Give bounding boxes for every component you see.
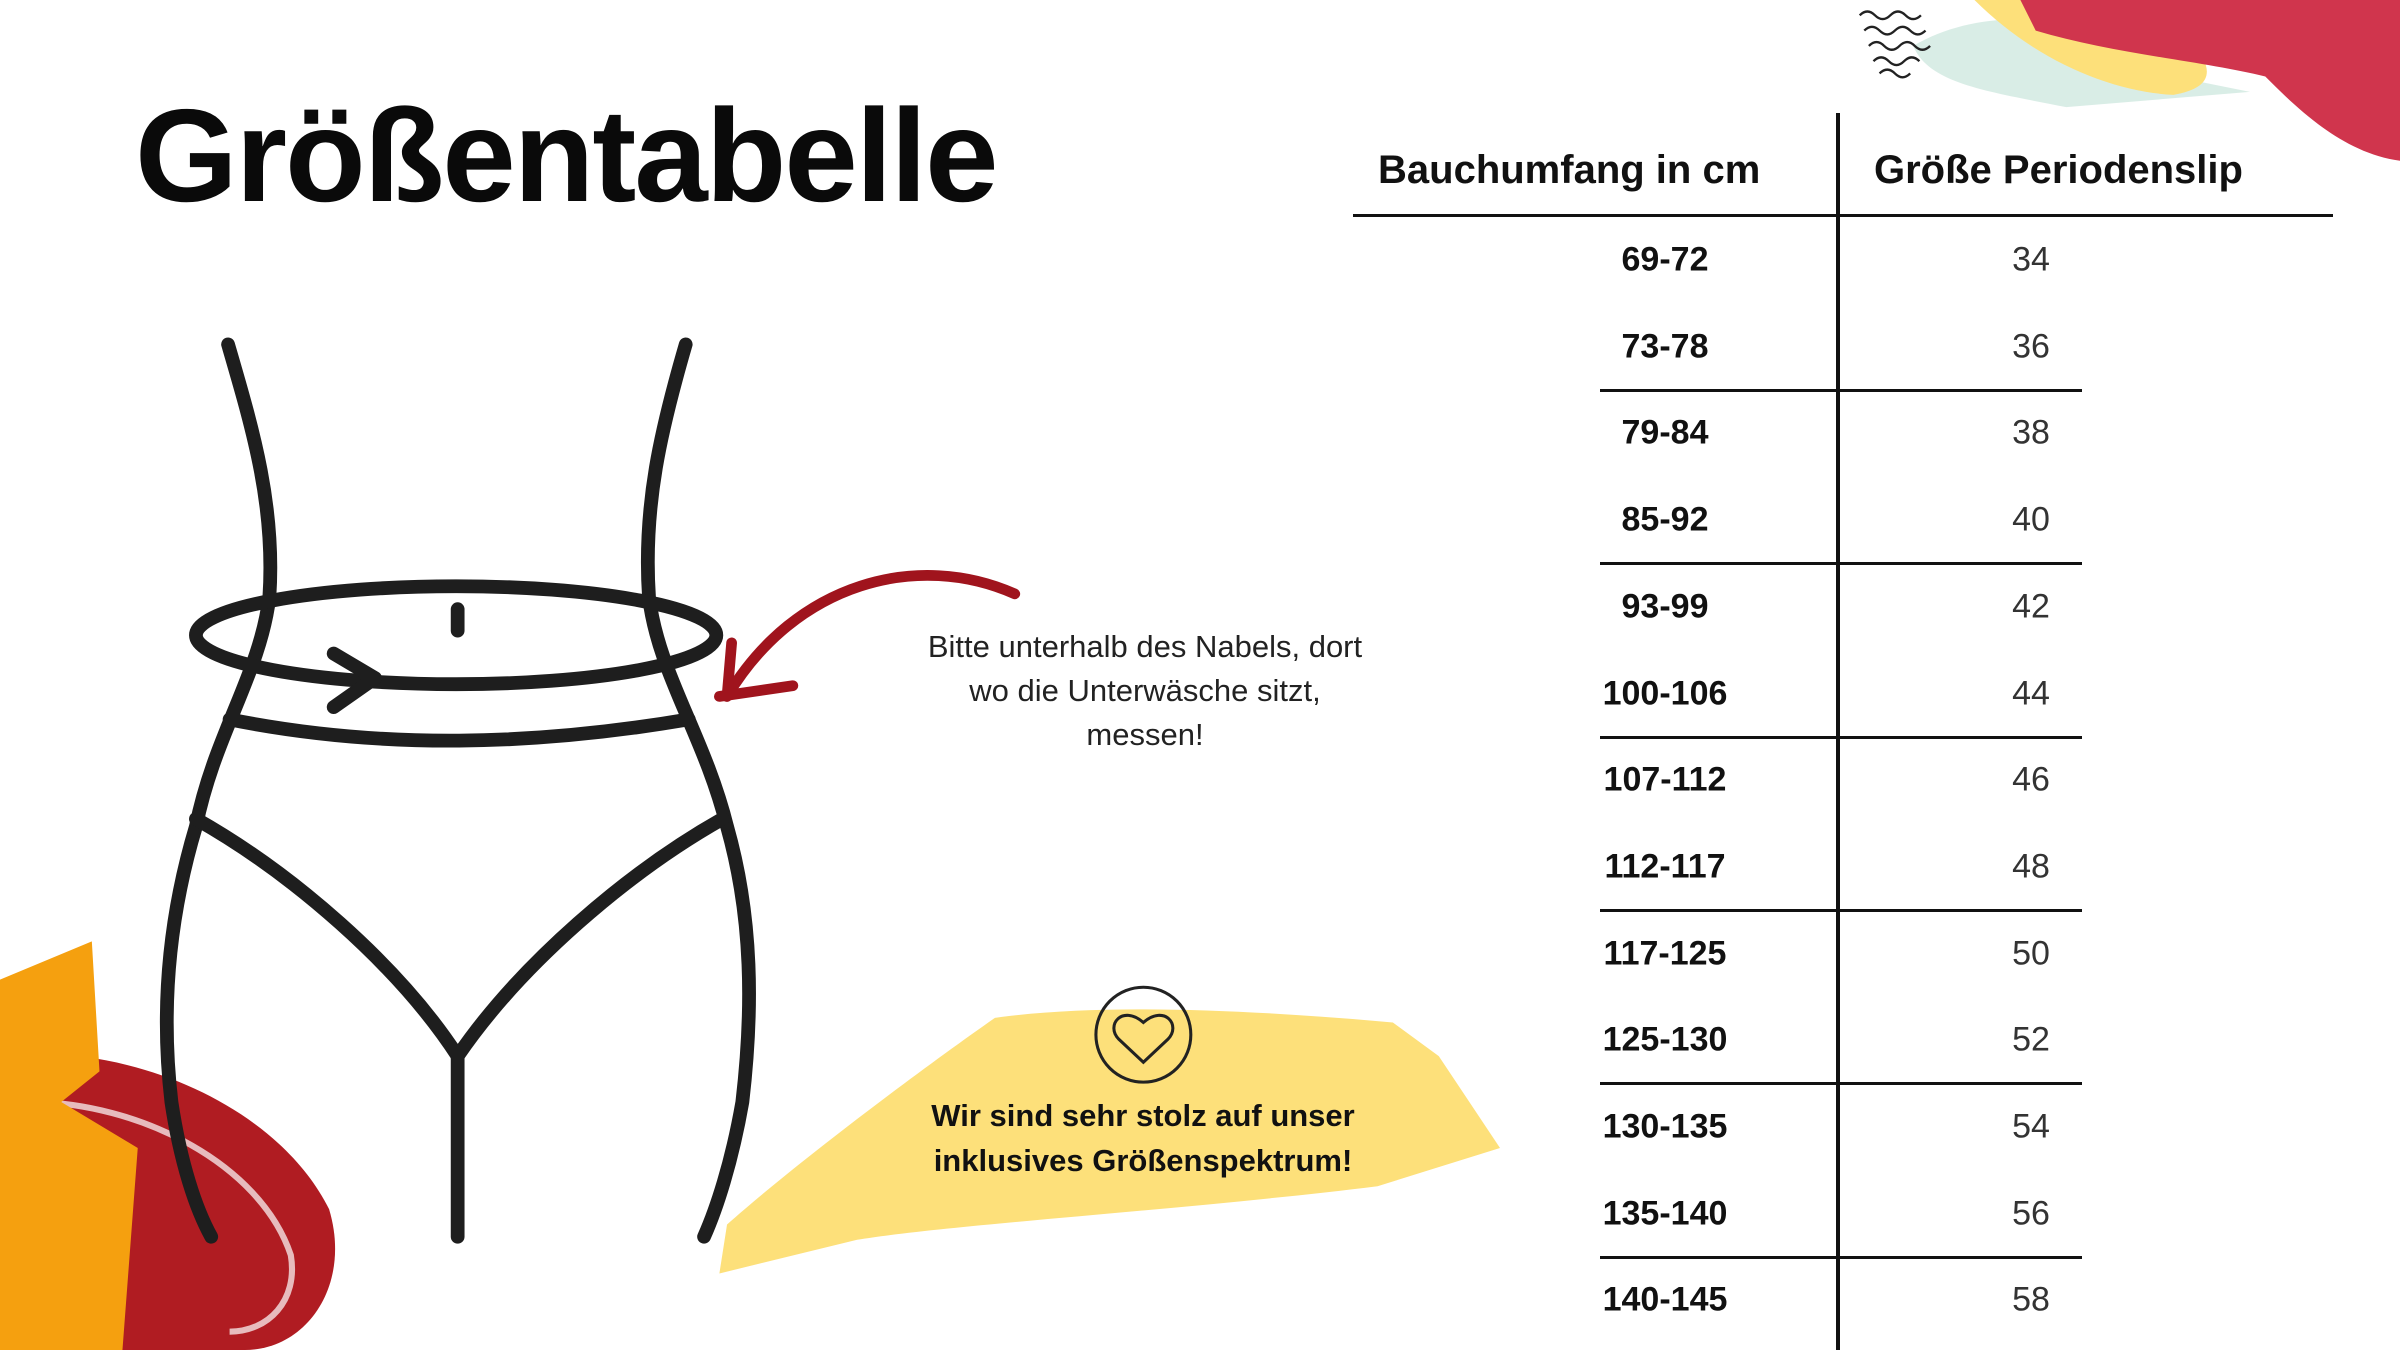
waist-range: 69-72 xyxy=(1621,240,1709,279)
yellow-brush-stroke xyxy=(719,1009,1500,1274)
size-value: 40 xyxy=(2012,500,2050,539)
row-divider xyxy=(1600,1082,2082,1086)
size-value: 38 xyxy=(2012,413,2050,452)
row-divider xyxy=(1600,562,2082,566)
size-value: 58 xyxy=(2012,1280,2050,1319)
size-value: 44 xyxy=(2012,674,2050,712)
size-value: 34 xyxy=(2012,240,2050,279)
size-value: 46 xyxy=(2012,760,2050,799)
waist-range: 85-92 xyxy=(1621,500,1709,539)
measure-hint-line: wo die Unterwäsche sitzt, xyxy=(969,673,1321,708)
size-value: 36 xyxy=(2012,327,2050,366)
measure-hint: Bitte unterhalb des Nabels, dort wo die … xyxy=(845,625,1445,757)
waist-range: 117-125 xyxy=(1603,934,1727,973)
row-divider xyxy=(1600,908,2082,912)
waist-range: 130-135 xyxy=(1602,1107,1728,1146)
measure-hint-line: Bitte unterhalb des Nabels, dort xyxy=(927,629,1363,664)
size-value: 54 xyxy=(2012,1107,2050,1146)
waist-range: 135-140 xyxy=(1602,1194,1728,1233)
body-outline-illustration xyxy=(159,337,756,1244)
page-title: Größentabelle xyxy=(135,82,999,229)
size-value: 56 xyxy=(2012,1194,2050,1233)
column-divider xyxy=(1836,113,1840,1350)
red-arrow-icon xyxy=(714,570,1021,702)
row-divider xyxy=(1600,735,2082,739)
slogan-line: Wir sind sehr stolz auf unser xyxy=(931,1098,1355,1133)
waist-range: 112-117 xyxy=(1604,847,1726,886)
header-waist: Bauchumfang in cm xyxy=(1378,148,1761,192)
waist-range: 93-99 xyxy=(1621,587,1709,626)
bottom-left-brush-decoration xyxy=(0,941,336,1350)
size-value: 48 xyxy=(2012,847,2050,886)
header-divider xyxy=(1353,214,2333,217)
heart-in-circle-icon xyxy=(1094,985,1193,1084)
measure-hint-line: messen! xyxy=(1086,717,1204,752)
slogan: Wir sind sehr stolz auf unser inklusives… xyxy=(843,1093,1443,1183)
waist-range: 79-84 xyxy=(1621,413,1709,452)
waist-range: 100-106 xyxy=(1602,674,1728,712)
header-size: Größe Periodenslip xyxy=(1874,148,2243,192)
row-divider xyxy=(1600,1255,2082,1259)
size-value: 52 xyxy=(2012,1020,2050,1059)
top-right-brush-decoration xyxy=(1858,0,2400,161)
size-value: 42 xyxy=(2012,587,2050,626)
size-value: 50 xyxy=(2012,934,2050,973)
waist-range: 73-78 xyxy=(1621,327,1709,366)
waist-range: 107-112 xyxy=(1603,760,1727,799)
waist-range: 125-130 xyxy=(1602,1020,1728,1059)
waist-range: 140-145 xyxy=(1602,1280,1728,1319)
row-divider xyxy=(1600,388,2082,392)
slogan-line: inklusives Größenspektrum! xyxy=(933,1143,1353,1178)
